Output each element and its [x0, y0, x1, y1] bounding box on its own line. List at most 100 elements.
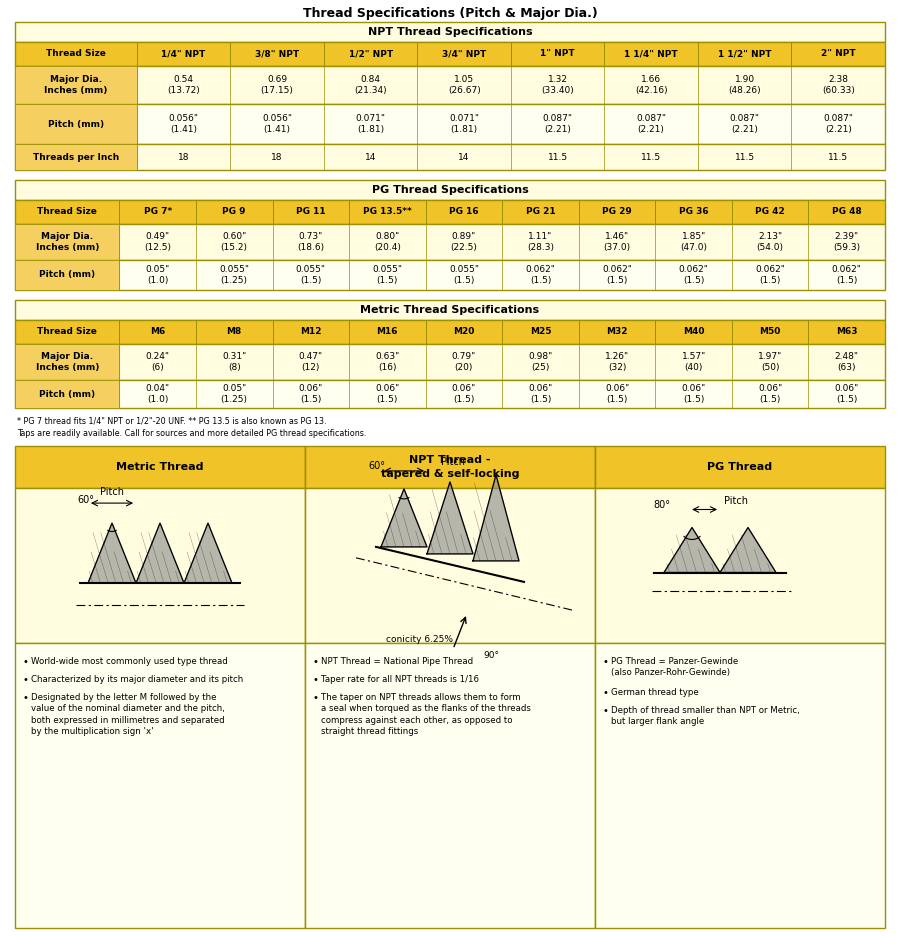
Text: PG 11: PG 11 — [296, 208, 326, 216]
Text: Designated by the letter M followed by the
value of the nominal diameter and the: Designated by the letter M followed by t… — [31, 693, 225, 737]
Bar — [15, 104, 137, 144]
Text: 0.05"
(1.0): 0.05" (1.0) — [146, 265, 170, 285]
Text: 0.06"
(1.5): 0.06" (1.5) — [681, 384, 706, 404]
Polygon shape — [720, 528, 776, 573]
Text: German thread type: German thread type — [611, 688, 698, 697]
Bar — [15, 104, 885, 144]
Text: 0.06"
(1.5): 0.06" (1.5) — [299, 384, 323, 404]
Text: Thread Specifications (Pitch & Major Dia.): Thread Specifications (Pitch & Major Dia… — [302, 7, 598, 21]
Text: 1.32
(33.40): 1.32 (33.40) — [541, 75, 574, 95]
Text: 1/4" NPT: 1/4" NPT — [161, 50, 206, 58]
Bar — [595, 643, 885, 928]
Text: M25: M25 — [530, 328, 551, 337]
Text: PG Thread Specifications: PG Thread Specifications — [372, 185, 528, 195]
Text: M6: M6 — [150, 328, 166, 337]
Text: Pitch (mm): Pitch (mm) — [39, 271, 95, 280]
Text: 0.055"
(1.5): 0.055" (1.5) — [296, 265, 326, 285]
Text: Metric Thread Specifications: Metric Thread Specifications — [360, 305, 540, 315]
Bar — [305, 488, 595, 643]
Text: 2.38
(60.33): 2.38 (60.33) — [822, 75, 855, 95]
Text: 0.056"
(1.41): 0.056" (1.41) — [168, 114, 199, 134]
Text: conicity 6.25%: conicity 6.25% — [386, 636, 454, 644]
Text: 14: 14 — [364, 153, 376, 162]
Text: 0.062"
(1.5): 0.062" (1.5) — [755, 265, 785, 285]
Text: Characterized by its major diameter and its pitch: Characterized by its major diameter and … — [31, 675, 243, 684]
Text: NPT Thread = National Pipe Thread: NPT Thread = National Pipe Thread — [321, 657, 473, 666]
Text: M40: M40 — [683, 328, 705, 337]
Text: 1/2" NPT: 1/2" NPT — [348, 50, 392, 58]
Bar — [15, 224, 885, 260]
Text: 11.5: 11.5 — [828, 153, 849, 162]
Text: 0.055"
(1.25): 0.055" (1.25) — [220, 265, 249, 285]
Polygon shape — [381, 489, 427, 547]
Text: 1" NPT: 1" NPT — [540, 50, 575, 58]
Text: Thread Size: Thread Size — [37, 208, 97, 216]
Text: Taper rate for all NPT threads is 1/16: Taper rate for all NPT threads is 1/16 — [321, 675, 479, 684]
Text: 1 1/2" NPT: 1 1/2" NPT — [718, 50, 771, 58]
Text: 0.062"
(1.5): 0.062" (1.5) — [679, 265, 708, 285]
Text: 80°: 80° — [653, 500, 670, 509]
Bar — [15, 144, 885, 170]
Text: 0.055"
(1.5): 0.055" (1.5) — [373, 265, 402, 285]
Bar — [15, 144, 137, 170]
Text: 0.056"
(1.41): 0.056" (1.41) — [262, 114, 292, 134]
Text: Pitch: Pitch — [100, 487, 124, 497]
Bar — [15, 344, 120, 380]
Bar — [15, 344, 885, 380]
Text: 2" NPT: 2" NPT — [821, 50, 856, 58]
Text: •: • — [23, 693, 29, 703]
Bar — [15, 380, 885, 408]
Text: 0.79"
(20): 0.79" (20) — [452, 352, 476, 373]
Text: 1.05
(26.67): 1.05 (26.67) — [448, 75, 481, 95]
Text: M20: M20 — [454, 328, 474, 337]
Bar — [15, 260, 120, 290]
Text: 0.06"
(1.5): 0.06" (1.5) — [375, 384, 400, 404]
Bar — [15, 300, 885, 320]
Text: 1 1/4" NPT: 1 1/4" NPT — [625, 50, 678, 58]
Text: 0.69
(17.15): 0.69 (17.15) — [261, 75, 293, 95]
Text: PG 29: PG 29 — [602, 208, 632, 216]
Bar — [15, 224, 120, 260]
Text: Thread Size: Thread Size — [46, 50, 106, 58]
Text: PG 21: PG 21 — [526, 208, 555, 216]
Text: 1.85"
(47.0): 1.85" (47.0) — [680, 232, 707, 252]
Bar — [15, 22, 885, 42]
Text: 0.087"
(2.21): 0.087" (2.21) — [543, 114, 572, 134]
Text: 60°: 60° — [368, 461, 385, 471]
Text: 11.5: 11.5 — [734, 153, 755, 162]
Text: PG 42: PG 42 — [755, 208, 785, 216]
Text: 0.06"
(1.5): 0.06" (1.5) — [605, 384, 629, 404]
Bar — [15, 380, 120, 408]
Text: 0.80"
(20.4): 0.80" (20.4) — [374, 232, 400, 252]
Bar — [15, 66, 137, 104]
Text: 2.13"
(54.0): 2.13" (54.0) — [757, 232, 784, 252]
Text: 0.63"
(16): 0.63" (16) — [375, 352, 400, 373]
Bar — [15, 643, 305, 928]
Text: Threads per Inch: Threads per Inch — [32, 153, 119, 162]
Text: PG Thread: PG Thread — [707, 462, 772, 472]
Text: PG 36: PG 36 — [679, 208, 708, 216]
Text: 1.90
(48.26): 1.90 (48.26) — [728, 75, 761, 95]
Text: 0.73"
(18.6): 0.73" (18.6) — [297, 232, 324, 252]
Text: 1.66
(42.16): 1.66 (42.16) — [634, 75, 668, 95]
Text: M8: M8 — [227, 328, 242, 337]
Text: 0.087"
(2.21): 0.087" (2.21) — [636, 114, 666, 134]
Text: World-wide most commonly used type thread: World-wide most commonly used type threa… — [31, 657, 228, 666]
Text: Pitch (mm): Pitch (mm) — [48, 120, 104, 128]
Text: 18: 18 — [178, 153, 189, 162]
Text: 0.05"
(1.25): 0.05" (1.25) — [220, 384, 248, 404]
Bar — [15, 66, 885, 104]
Text: 0.89"
(22.5): 0.89" (22.5) — [451, 232, 477, 252]
Text: 0.31"
(8): 0.31" (8) — [222, 352, 247, 373]
Bar — [15, 42, 885, 66]
Text: 1.97"
(50): 1.97" (50) — [758, 352, 782, 373]
Text: •: • — [603, 688, 609, 698]
Text: 1.46"
(37.0): 1.46" (37.0) — [604, 232, 631, 252]
Text: 0.06"
(1.5): 0.06" (1.5) — [834, 384, 859, 404]
Text: PG Thread = Panzer-Gewinde
(also Panzer-Rohr-Gewinde): PG Thread = Panzer-Gewinde (also Panzer-… — [611, 657, 738, 678]
Text: M50: M50 — [760, 328, 781, 337]
Bar — [595, 488, 885, 643]
Text: Major Dia.
Inches (mm): Major Dia. Inches (mm) — [35, 352, 99, 373]
Text: M16: M16 — [376, 328, 398, 337]
Text: 0.54
(13.72): 0.54 (13.72) — [167, 75, 200, 95]
